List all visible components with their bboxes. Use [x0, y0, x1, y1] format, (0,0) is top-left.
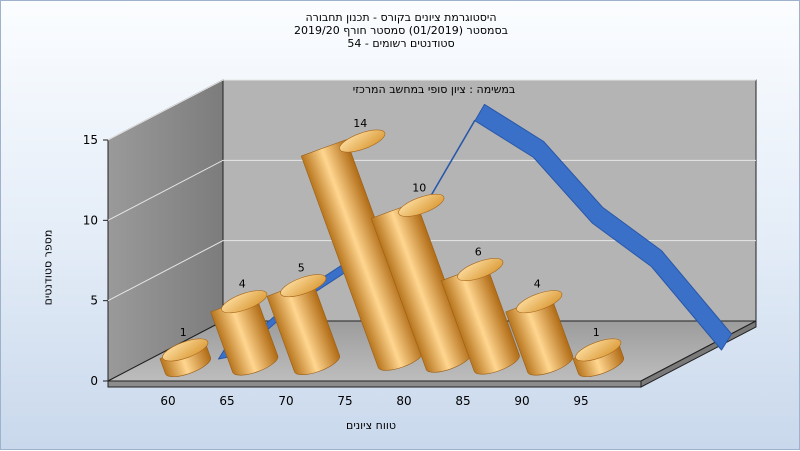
x-tick-label: 85 — [455, 394, 470, 408]
x-axis-label: טווח ציונים — [346, 419, 396, 432]
x-tick-label: 60 — [160, 394, 175, 408]
chart-annotation: במשימה : ציון סופי במחשב המרכזי — [353, 83, 516, 96]
x-tick-label: 80 — [396, 394, 411, 408]
bar-top — [516, 290, 563, 314]
title-line-2: בסמסטר (01/2019) סמסטר חורף 2019/20 — [294, 24, 508, 37]
floor-edge — [107, 380, 642, 388]
bar-top — [398, 193, 445, 217]
gridline — [107, 79, 756, 141]
bar-top — [339, 129, 386, 153]
bar — [505, 290, 574, 376]
bar — [159, 338, 211, 377]
title-line-3: סטודנטים רשומים - 54 — [347, 37, 455, 50]
bar — [440, 258, 520, 375]
bar-value-label: 1 — [180, 326, 187, 339]
bar-top — [575, 338, 622, 362]
bar-value-label: 6 — [475, 246, 482, 259]
bar-top — [280, 274, 327, 298]
y-axis-label: מספר סטודנטים — [41, 229, 55, 306]
chart-title: היסטוגרמת ציונים בקורס - תכנון תחבורה בס… — [1, 11, 800, 50]
bar-value-label: 10 — [412, 181, 426, 194]
bar-value-label: 14 — [353, 117, 367, 130]
bar-value-label: 4 — [534, 278, 541, 291]
bar — [572, 338, 624, 377]
bar-top — [162, 338, 209, 362]
x-tick-label: 70 — [278, 394, 293, 408]
bar-value-label: 1 — [593, 326, 600, 339]
bar-value-label: 4 — [239, 278, 246, 291]
y-tick-label: 0 — [90, 374, 98, 388]
y-tick-label: 10 — [83, 213, 98, 227]
x-tick-label: 95 — [573, 394, 588, 408]
y-tick-label: 5 — [90, 294, 98, 308]
gridline — [107, 159, 756, 221]
x-tick-label: 65 — [219, 394, 234, 408]
bar-top — [221, 290, 268, 314]
bar — [210, 290, 279, 376]
bar — [266, 274, 340, 375]
y-tick-label: 15 — [83, 133, 98, 147]
bar-top — [457, 258, 504, 282]
title-line-1: היסטוגרמת ציונים בקורס - תכנון תחבורה — [305, 11, 497, 24]
x-tick-label: 75 — [337, 394, 352, 408]
bar-value-label: 5 — [298, 262, 305, 275]
x-tick-label: 90 — [514, 394, 529, 408]
bar — [370, 193, 472, 373]
gridline — [107, 240, 756, 302]
